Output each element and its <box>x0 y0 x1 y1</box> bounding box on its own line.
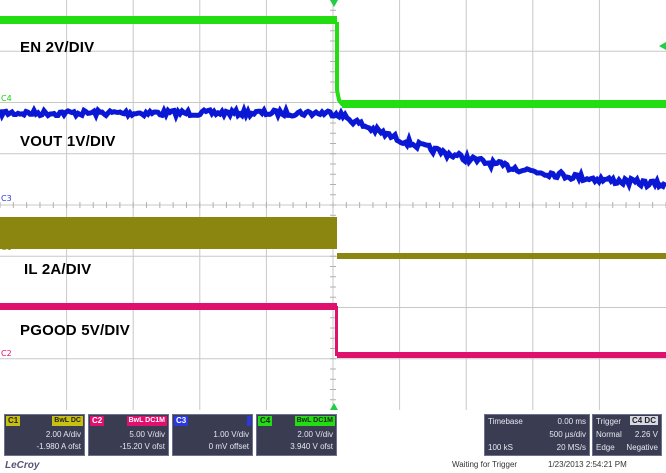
pgood-trace-edge <box>335 306 338 356</box>
graticule <box>0 0 666 411</box>
trigger-type: Edge <box>596 443 615 452</box>
trigger-level-icon <box>659 42 666 50</box>
c4-marker: C4 <box>1 94 12 103</box>
timebase-samples: 100 kS <box>488 443 513 452</box>
channel-id: C4 <box>258 416 273 426</box>
en-trace-high <box>0 16 337 24</box>
waveforms <box>0 16 666 358</box>
vout-label: VOUT 1V/DIV <box>20 133 116 150</box>
il-trace-flat <box>337 253 666 259</box>
timebase-box[interactable]: Timebase 0.00 ms 500 µs/div 100 kS 20 MS… <box>484 414 590 456</box>
channel-tag: BwL DC1M <box>294 416 335 426</box>
en-trace-band <box>342 100 666 108</box>
pgood-trace-high <box>0 303 337 310</box>
channel-offset: 3.940 V ofst <box>290 442 333 451</box>
channel-offset: 0 mV offset <box>208 442 249 451</box>
oscilloscope-screen: EN 2V/DIV VOUT 1V/DIV IL 2A/DIV PGOOD 5V… <box>0 0 666 411</box>
trigger-level: 2.26 V <box>634 430 658 439</box>
il-trace-switching <box>0 217 337 249</box>
channel-info-panel: C1 BwL DC 2.00 A/div -1.980 A ofst C2 Bw… <box>0 410 666 473</box>
timebase-rate: 20 MS/s <box>556 443 586 452</box>
timestamp: 1/23/2013 2:54:21 PM <box>548 460 627 469</box>
trigger-box[interactable]: Trigger C4 DC Normal 2.26 V Edge Negativ… <box>592 414 662 456</box>
channel-c3-box[interactable]: C3 1.00 V/div 0 mV offset <box>172 414 253 456</box>
channel-offset: -1.980 A ofst <box>36 442 81 451</box>
timebase-offset: 0.00 ms <box>557 417 586 426</box>
c1-marker: C1 <box>1 243 12 252</box>
trigger-channel: C4 DC <box>629 416 658 425</box>
en-label: EN 2V/DIV <box>20 39 95 56</box>
timebase-label: Timebase <box>488 417 523 426</box>
trigger-position-bottom-icon <box>330 403 338 410</box>
c3-marker: C3 <box>1 194 12 203</box>
channel-c1-box[interactable]: C1 BwL DC 2.00 A/div -1.980 A ofst <box>4 414 85 456</box>
pgood-label: PGOOD 5V/DIV <box>20 322 130 339</box>
channel-c2-box[interactable]: C2 BwL DC1M 5.00 V/div -15.20 V ofst <box>88 414 169 456</box>
c2-marker: C2 <box>1 349 12 358</box>
channel-id: C1 <box>6 416 21 426</box>
channel-scale: 2.00 V/div <box>297 430 333 439</box>
timebase-per-div: 500 µs/div <box>549 430 586 439</box>
channel-tag: BwL DC <box>52 416 83 426</box>
channel-tag <box>247 416 251 426</box>
channel-offset: -15.20 V ofst <box>119 442 165 451</box>
channel-id: C2 <box>90 416 105 426</box>
acquisition-status: Waiting for Trigger <box>452 460 518 469</box>
trigger-slope: Negative <box>626 443 658 452</box>
trigger-mode: Normal <box>596 430 622 439</box>
pgood-trace-low <box>337 352 666 358</box>
waveform-display <box>0 0 666 411</box>
vout-trace <box>0 102 666 192</box>
trigger-position-icon <box>330 0 338 7</box>
channel-scale: 5.00 V/div <box>129 430 165 439</box>
lecroy-logo: LeCroy <box>5 460 40 471</box>
channel-tag: BwL DC1M <box>126 416 167 426</box>
trigger-label: Trigger <box>596 417 622 426</box>
channel-scale: 1.00 V/div <box>213 430 249 439</box>
channel-c4-box[interactable]: C4 BwL DC1M 2.00 V/div 3.940 V ofst <box>256 414 337 456</box>
channel-id: C3 <box>174 416 189 426</box>
channel-scale: 2.00 A/div <box>45 430 81 439</box>
il-label: IL 2A/DIV <box>24 261 92 278</box>
